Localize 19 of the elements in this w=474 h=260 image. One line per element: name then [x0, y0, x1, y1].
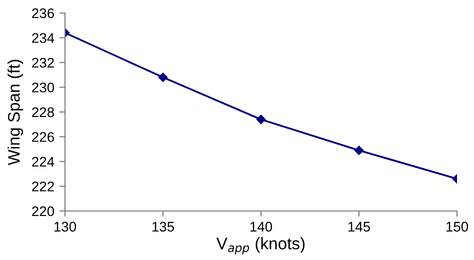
x-tick-label: 145 — [348, 222, 370, 232]
y-tick-label: 222 — [32, 182, 54, 192]
x-tick-label: 140 — [250, 222, 272, 232]
y-axis-title: Wing Span (ft) — [8, 60, 24, 166]
y-tick-label: 234 — [32, 33, 54, 43]
y-tick-label: 224 — [32, 156, 54, 167]
y-tick-label: 226 — [32, 132, 54, 142]
point — [354, 146, 364, 155]
y-tick-label: 220 — [32, 206, 54, 216]
y-tick-label: 228 — [32, 107, 54, 118]
x-tick-label: 135 — [152, 222, 174, 232]
point — [158, 72, 168, 82]
point — [256, 114, 266, 124]
x-tick-label: 130 — [54, 222, 76, 232]
x-tick-label: 150 — [446, 222, 468, 232]
y-tick-label: 236 — [32, 8, 54, 18]
x-axis-title: V$_{app}$ (knots) — [216, 237, 305, 254]
y-tick-label: 232 — [32, 58, 54, 68]
y-tick-label: 230 — [32, 82, 54, 92]
